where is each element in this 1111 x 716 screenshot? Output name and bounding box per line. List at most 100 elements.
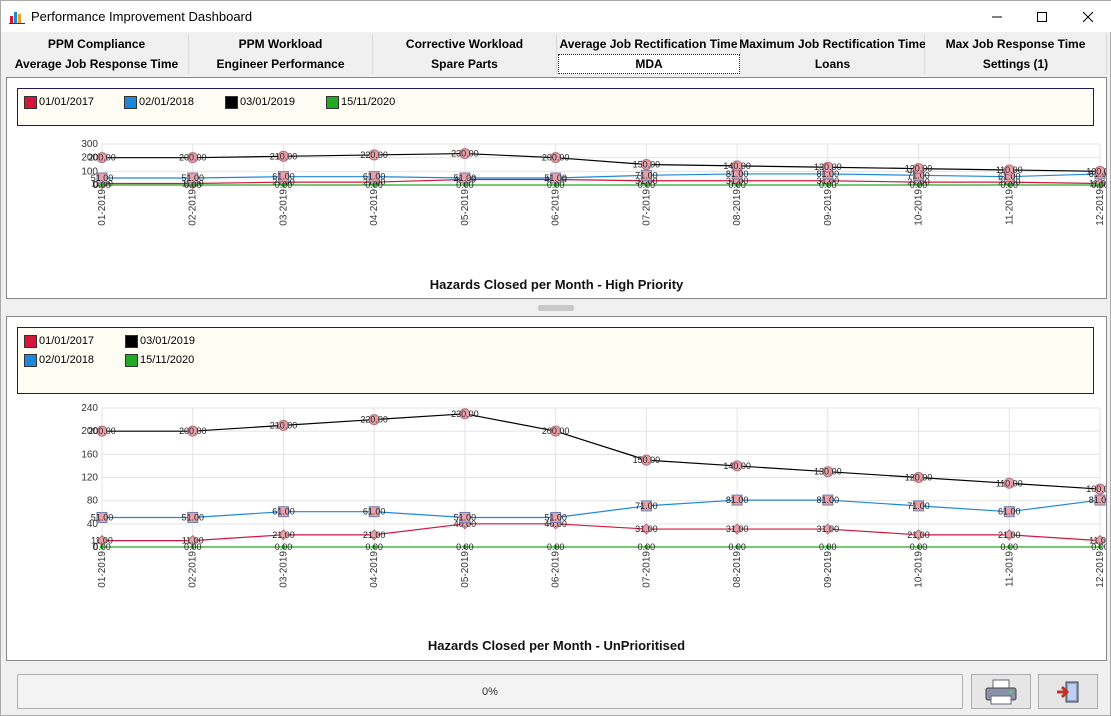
data-label: 0.00 (728, 180, 746, 190)
data-label: 81.00 (726, 169, 749, 179)
data-point (735, 545, 740, 549)
data-label: 200.00 (179, 426, 207, 436)
data-point (644, 545, 649, 549)
minimize-icon (992, 16, 1002, 17)
data-point (822, 523, 834, 535)
tab-engineer-performance[interactable]: Engineer Performance (189, 54, 373, 74)
legend-item-2018: 02/01/2018 (24, 353, 94, 367)
print-button[interactable] (971, 674, 1031, 709)
data-label: 230.00 (451, 409, 479, 419)
tab-average-job-rectification-time[interactable]: Average Job Rectification Time (557, 34, 741, 54)
x-tick-label: 02-2019 (188, 551, 199, 588)
data-point (913, 472, 925, 483)
splitter-grip[interactable] (538, 305, 574, 311)
data-label: 51.00 (454, 173, 477, 183)
data-label: 200.00 (542, 426, 570, 436)
x-tick-label: 05-2019 (460, 189, 471, 226)
y-tick-label: 120 (81, 473, 98, 484)
title-bar: Performance Improvement Dashboard (1, 1, 1111, 32)
tab-average-job-response-time[interactable]: Average Job Response Time (5, 54, 189, 74)
high-priority-chart: 0 100 200 300 01-2019 02-2019 03-2019 04-2019 05… (81, 139, 1106, 226)
legend-item-2020: 15/11/2020 (125, 353, 194, 367)
data-label: 130.00 (814, 162, 842, 172)
data-label: 0.00 (547, 180, 565, 190)
tab-loans[interactable]: Loans (741, 54, 925, 74)
data-label: 0.00 (1091, 542, 1106, 552)
data-point (822, 466, 834, 478)
high-priority-chart-title: Hazards Closed per Month - High Priority (429, 277, 684, 292)
data-point (1003, 529, 1015, 541)
data-label: 0.00 (456, 542, 474, 552)
data-label: 31.00 (726, 176, 749, 186)
data-point (735, 183, 740, 187)
data-label: 71.00 (907, 501, 930, 511)
data-label: 51.00 (544, 173, 567, 183)
tab-maximum-job-rectification-time[interactable]: Maximum Job Rectification Time (739, 34, 926, 54)
data-point (1007, 545, 1012, 549)
data-label: 11.00 (91, 536, 113, 546)
data-label: 31.00 (817, 176, 840, 186)
data-label: 81.00 (726, 495, 749, 505)
data-point (100, 545, 104, 549)
tab-settings[interactable]: Settings (1) (925, 54, 1107, 74)
data-label: 31.00 (817, 524, 840, 534)
legend-label: 03/01/2019 (140, 335, 196, 347)
data-point (1094, 494, 1106, 506)
data-label: 61.00 (272, 172, 295, 182)
data-point (550, 152, 562, 164)
data-point (825, 545, 830, 549)
legend-item-2020: 15/11/2020 (326, 95, 395, 109)
y-tick-label: 80 (87, 496, 99, 507)
close-icon (1082, 11, 1094, 22)
x-tick-label: 03-2019 (278, 551, 289, 588)
data-point (100, 183, 104, 187)
data-point (553, 545, 558, 549)
data-label: 21.00 (907, 177, 930, 187)
minimize-button[interactable] (974, 1, 1020, 32)
tab-corrective-workload[interactable]: Corrective Workload (373, 34, 557, 54)
progress-text: 0% (482, 685, 498, 698)
legend-swatch (125, 334, 138, 348)
tab-ppm-workload[interactable]: PPM Workload (189, 34, 373, 54)
data-label: 61.00 (998, 507, 1021, 517)
data-point (731, 494, 743, 506)
data-label: 220.00 (360, 150, 388, 160)
y-tick-label: 40 (87, 519, 99, 530)
exit-icon (1057, 681, 1079, 702)
data-label: 51.00 (181, 173, 204, 183)
data-label: 61.00 (272, 507, 295, 517)
tab-spare-parts[interactable]: Spare Parts (373, 54, 557, 74)
data-point (916, 545, 921, 549)
data-point (731, 460, 743, 472)
y-tick-label: 100 (81, 166, 98, 177)
tab-ppm-compliance[interactable]: PPM Compliance (5, 34, 189, 54)
exit-button[interactable] (1038, 674, 1098, 709)
legend-swatch (326, 95, 339, 109)
close-button[interactable] (1065, 1, 1111, 32)
maximize-button[interactable] (1019, 1, 1065, 32)
unprioritised-chart-panel: 01/01/2017 03/01/2019 02/01/2018 15/11/2… (6, 316, 1107, 661)
data-point (277, 150, 289, 162)
legend-label: 15/11/2020 (341, 96, 396, 108)
maximize-icon (1037, 11, 1047, 22)
tab-max-job-response-time[interactable]: Max Job Response Time (925, 34, 1107, 54)
data-point (281, 545, 286, 549)
data-point (913, 163, 925, 175)
panel-splitter[interactable] (6, 302, 1107, 314)
tab-mda[interactable]: MDA (558, 54, 740, 74)
data-label: 0.00 (365, 180, 383, 190)
x-tick-label: 08-2019 (732, 551, 743, 588)
series-line (102, 523, 1101, 542)
data-label: 51.00 (91, 512, 114, 522)
x-tick-label: 04-2019 (369, 189, 380, 226)
data-label: 0.00 (275, 542, 293, 552)
legend-item-2018: 02/01/2018 (124, 95, 194, 109)
data-point (187, 511, 199, 523)
data-label: 110.00 (996, 165, 1023, 175)
data-point (372, 545, 377, 549)
data-point (459, 408, 471, 420)
data-point (277, 529, 290, 541)
data-label: 140.00 (723, 461, 751, 471)
data-point (916, 183, 921, 187)
x-tick-label: 12-2019 (1095, 189, 1106, 226)
